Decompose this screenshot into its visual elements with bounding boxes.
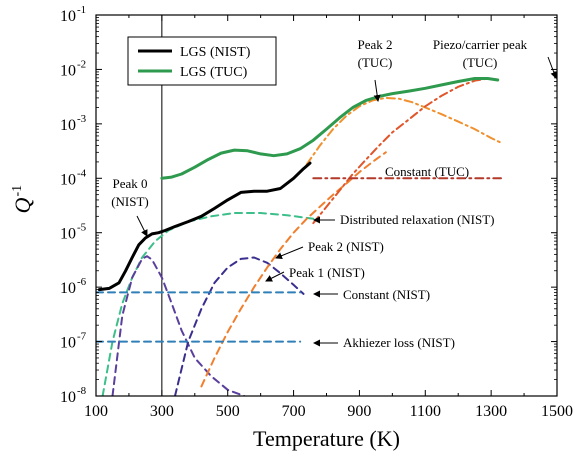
annotation-constant-nist: Constant (NIST)	[313, 287, 430, 302]
annotation-text: Piezo/carrier peak	[433, 37, 528, 52]
series-layer	[96, 15, 502, 396]
y-tick-exponent: -5	[77, 222, 87, 234]
annotation-text: Akhiezer loss (NIST)	[343, 335, 455, 350]
series-peak-1-nist	[174, 256, 305, 396]
x-tick-label: 1500	[541, 403, 573, 420]
annotation-akhiezer-loss-nist: Akhiezer loss (NIST)	[313, 335, 455, 350]
y-tick-label: 10	[60, 335, 76, 352]
y-axis-title-sup: -1	[10, 185, 25, 197]
series-piezo-carrier-peak-tuc	[312, 77, 502, 225]
annotation-text: Peak 2	[357, 37, 392, 52]
series-peak-2-tuc	[305, 96, 502, 166]
x-tick-label: 100	[84, 403, 108, 420]
annotation-distributed-relaxation-nist: Distributed relaxation (NIST)	[313, 212, 495, 227]
annotation-peak-1-nist: Peak 1 (NIST)	[265, 265, 365, 282]
annotation-text: Peak 1 (NIST)	[289, 265, 365, 280]
x-axis-title: Temperature (K)	[253, 426, 400, 451]
annotation-constant-tuc: Constant (TUC)	[385, 164, 469, 179]
legend-box	[127, 36, 277, 86]
y-tick-label: 10	[60, 62, 76, 79]
y-tick-label: 10	[60, 171, 76, 188]
annotation-text: Constant (TUC)	[385, 164, 469, 179]
annotation-arrow	[265, 271, 285, 282]
y-axis-title-group: Q-1	[10, 185, 35, 214]
annotation-text: Constant (NIST)	[343, 287, 430, 302]
annotation-arrow	[136, 215, 148, 237]
y-tick-exponent: -8	[77, 385, 87, 397]
y-tick-exponent: -3	[77, 113, 87, 125]
annotation-arrow	[275, 246, 304, 259]
x-tick-label: 500	[216, 403, 240, 420]
y-tick-exponent: -7	[77, 331, 87, 343]
annotation-text: (NIST)	[111, 194, 149, 209]
y-tick-label: 10	[60, 117, 76, 134]
annotation-arrow	[373, 79, 381, 102]
annotation-text: (TUC)	[463, 55, 498, 70]
series-lgs-tuc	[160, 77, 500, 180]
annotation-arrow	[547, 56, 558, 79]
series-peak-0-nist	[111, 255, 246, 396]
annotation-peak-2-tuc: Peak 2 (TUC)	[357, 37, 393, 102]
y-tick-exponent: -1	[77, 4, 86, 16]
annotation-text: Distributed relaxation (NIST)	[340, 212, 495, 227]
y-tick-label: 10	[60, 280, 76, 297]
x-tick-label: 700	[282, 403, 306, 420]
legend-label-lgs-tuc: LGS (TUC)	[180, 65, 248, 80]
y-tick-label: 10	[60, 389, 76, 406]
y-tick-exponent: -2	[77, 58, 86, 70]
annotation-peak-0-nist: Peak 0 (NIST)	[111, 176, 149, 237]
legend: LGS (NIST) LGS (TUC)	[127, 36, 277, 86]
annotation-peak-2-nist: Peak 2 (NIST)	[275, 239, 384, 259]
annotation-piezo-carrier-peak-tuc: Piezo/carrier peak (TUC)	[433, 37, 558, 79]
series-peak-2-nist	[200, 151, 387, 388]
x-tick-label: 900	[347, 403, 371, 420]
y-tick-exponent: -4	[77, 167, 87, 179]
series-distributed-relaxation-nist	[101, 212, 315, 396]
x-tick-label: 300	[150, 403, 174, 420]
y-tick-label: 10	[60, 8, 76, 25]
annotation-text: Peak 2 (NIST)	[308, 239, 384, 254]
y-tick-label: 10	[60, 226, 76, 243]
annotation-text: (TUC)	[358, 55, 393, 70]
x-tick-label: 1300	[475, 403, 507, 420]
y-axis-title: Q	[10, 197, 35, 213]
y-tick-exponent: -6	[77, 276, 87, 288]
annotation-text: Peak 0	[112, 176, 147, 191]
legend-label-lgs-nist: LGS (NIST)	[180, 45, 251, 60]
x-tick-label: 1100	[410, 403, 441, 420]
series-lgs-nist	[97, 161, 312, 292]
annotations-layer: Peak 0(NIST)Peak 2(TUC)Piezo/carrier pea…	[111, 37, 558, 350]
